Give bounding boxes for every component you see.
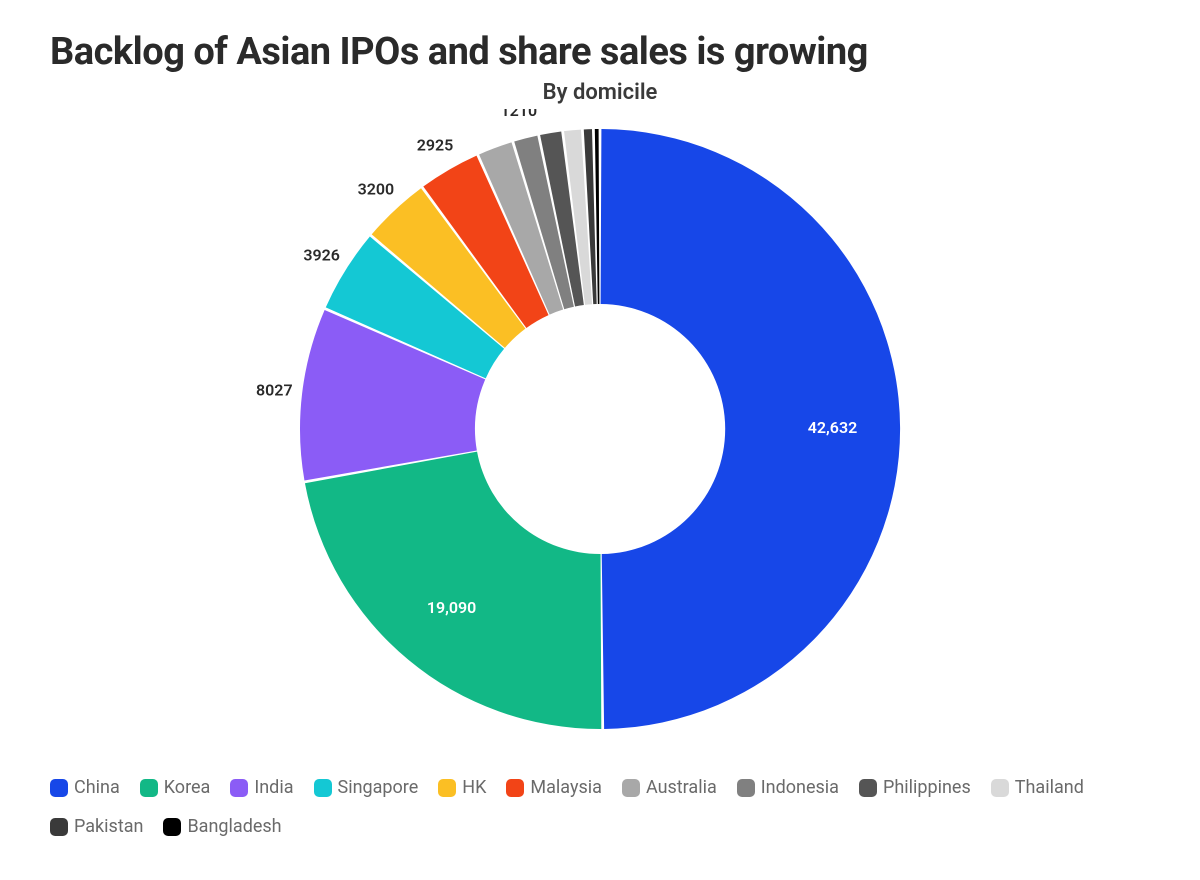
legend-item[interactable]: Indonesia [737,777,839,798]
legend-swatch [506,779,524,797]
legend-item[interactable]: China [50,777,120,798]
legend-item[interactable]: HK [438,777,486,798]
slice-value-label: 2925 [417,136,454,155]
slice-value-label: 3926 [303,246,340,265]
legend-label: Singapore [338,777,419,798]
legend-item[interactable]: Korea [140,777,211,798]
legend-item[interactable]: India [230,777,293,798]
legend-item[interactable]: Bangladesh [163,816,281,837]
slice-value-label: 3200 [358,180,395,199]
chart-area: 42,632 19,090 8027 3926 3200 2925 1210 900 [50,109,1150,749]
legend-label: HK [462,777,486,798]
legend-swatch [230,779,248,797]
legend-item[interactable]: Singapore [314,777,419,798]
legend-swatch [163,818,181,836]
slice-value-label: 900 [556,109,583,111]
legend-swatch [859,779,877,797]
legend-label: Indonesia [761,777,839,798]
legend-label: Pakistan [74,816,143,837]
legend-swatch [314,779,332,797]
slice-value-label: 8027 [256,381,293,400]
legend-item[interactable]: Malaysia [506,777,602,798]
slice-value-label: 1210 [501,109,538,120]
chart-subtitle: By domicile [50,80,1150,105]
legend-label: Bangladesh [187,816,281,837]
legend-swatch [50,818,68,836]
legend-label: India [254,777,293,798]
slice-value-label: 42,632 [808,418,857,437]
legend-item[interactable]: Pakistan [50,816,143,837]
legend-label: Korea [164,777,211,798]
legend: China Korea India Singapore HK Malaysia Austra… [50,769,1150,837]
legend-label: China [74,777,120,798]
legend-item[interactable]: Thailand [991,777,1084,798]
donut-slice[interactable] [305,452,601,729]
donut-chart: 42,632 19,090 8027 3926 3200 2925 1210 900 [250,109,950,749]
legend-item[interactable]: Australia [622,777,717,798]
legend-swatch [622,779,640,797]
slice-value-label: 19,090 [427,598,476,617]
legend-swatch [50,779,68,797]
legend-swatch [438,779,456,797]
legend-label: Philippines [883,777,971,798]
legend-label: Australia [646,777,717,798]
legend-label: Thailand [1015,777,1084,798]
chart-title: Backlog of Asian IPOs and share sales is… [50,30,1150,74]
legend-item[interactable]: Philippines [859,777,971,798]
legend-swatch [991,779,1009,797]
legend-swatch [140,779,158,797]
legend-swatch [737,779,755,797]
legend-label: Malaysia [530,777,602,798]
